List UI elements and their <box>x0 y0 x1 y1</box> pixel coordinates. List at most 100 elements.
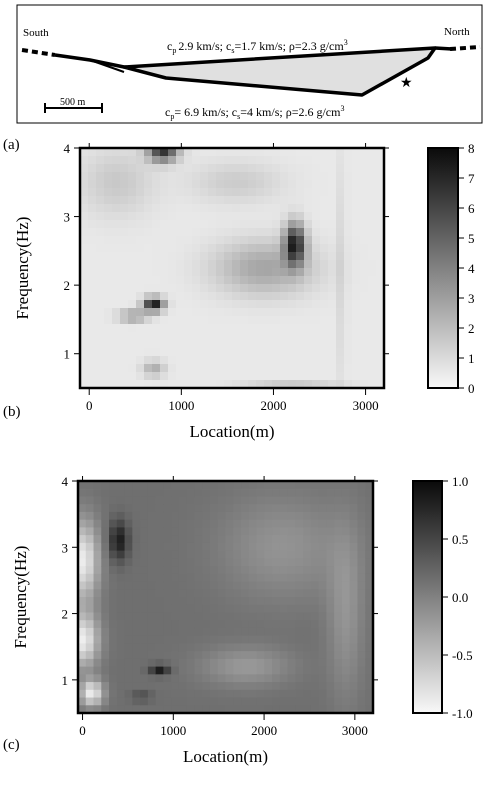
heatmap-cell <box>112 180 121 189</box>
heatmap-cell <box>341 689 351 699</box>
heatmap-cell <box>140 581 149 590</box>
heatmap-cell <box>112 196 121 205</box>
heatmap-cell <box>176 236 185 245</box>
heatmap-cell <box>93 658 102 668</box>
heatmap-cell <box>344 212 353 221</box>
heatmap-cell <box>326 481 335 490</box>
heatmap-cell <box>136 372 145 381</box>
heatmap-cell <box>310 581 320 590</box>
heatmap-cell <box>93 620 102 629</box>
heatmap-cell <box>241 674 250 683</box>
heatmap-cell <box>272 244 281 253</box>
heatmap-cell <box>78 689 87 699</box>
heatmap-cell <box>88 284 97 293</box>
heatmap-cell <box>318 581 328 590</box>
heatmap-cell <box>112 252 121 261</box>
heatmap-cell <box>120 340 129 349</box>
heatmap-cell <box>310 481 320 490</box>
heatmap-cell <box>248 519 258 528</box>
heatmap-cell <box>248 674 258 683</box>
heatmap-cell <box>357 504 366 513</box>
heatmap-cell <box>132 542 141 552</box>
heatmap-cell <box>376 172 385 181</box>
heatmap-cell <box>303 542 312 552</box>
heatmap-cell <box>357 697 366 706</box>
heatmap-cell <box>144 284 153 293</box>
heatmap-cell <box>171 496 180 505</box>
heatmap-cell <box>310 589 320 598</box>
heatmap-cell <box>368 212 377 221</box>
heatmap-cell <box>240 380 249 389</box>
heatmap-cell <box>233 589 242 598</box>
heatmap-cell <box>256 260 265 269</box>
heatmap-cell <box>328 228 337 237</box>
heatmap-cell <box>240 308 249 317</box>
heatmap-cell <box>240 324 249 333</box>
heatmap-cell <box>248 180 257 189</box>
heatmap-cell <box>344 228 353 237</box>
heatmap-cell <box>112 212 121 221</box>
plot-frame-c <box>76 479 375 715</box>
heatmap-cell <box>352 372 361 381</box>
heatmap-cell <box>326 674 335 683</box>
heatmap-cell <box>352 356 361 365</box>
heatmap-cell <box>365 635 374 644</box>
heatmap-cell <box>303 550 312 559</box>
heatmap-cell <box>349 666 359 675</box>
heatmap-cell <box>217 566 227 575</box>
heatmap-cell <box>326 597 335 606</box>
heatmap-cell <box>233 488 242 498</box>
heatmap-cell <box>336 244 345 253</box>
heatmap-cell <box>264 276 273 285</box>
heatmap-cell <box>336 188 345 197</box>
heatmap-cell <box>200 220 209 229</box>
heatmap-cell <box>208 308 217 317</box>
heatmap-cell <box>233 535 242 544</box>
heatmap-cell <box>163 573 172 583</box>
heatmap-cell <box>171 682 180 691</box>
heatmap-cell <box>264 268 273 277</box>
heatmap-cell <box>144 380 153 389</box>
heatmap-cell <box>96 356 105 365</box>
heatmap-cell <box>136 292 145 301</box>
heatmap-cell <box>202 550 211 559</box>
heatmap-cell <box>116 635 126 644</box>
heatmap-cell <box>360 364 369 373</box>
heatmap-cell <box>295 635 304 644</box>
heatmap-cell <box>176 292 185 301</box>
heatmap-cell <box>178 527 188 536</box>
heatmap-cell <box>233 697 242 706</box>
heatmap-cell <box>155 689 164 699</box>
heatmap-cell <box>232 276 241 285</box>
heatmap-cell <box>318 635 328 644</box>
heatmap-cell <box>160 252 169 261</box>
heatmap-cell <box>264 316 273 325</box>
heatmap-cell <box>357 527 366 536</box>
heatmap-cell <box>264 260 273 269</box>
heatmap-cell <box>241 527 250 536</box>
heatmap-cell <box>112 220 121 229</box>
heatmap-cell <box>78 496 87 505</box>
north-label: North <box>444 26 470 38</box>
heatmap-cell <box>248 705 258 714</box>
heatmap-cell <box>147 511 157 521</box>
heatmap-cell <box>101 481 110 490</box>
heatmap-cell <box>225 511 234 521</box>
heatmap-cell <box>140 612 149 621</box>
heatmap-cell <box>171 581 180 590</box>
heatmap-cell <box>318 566 328 575</box>
heatmap-cell <box>200 340 209 349</box>
heatmap-cell <box>336 332 345 341</box>
heatmap-cell <box>184 332 193 341</box>
heatmap-cell <box>328 276 337 285</box>
heatmap-cell <box>241 651 250 660</box>
heatmap-cell <box>85 674 95 683</box>
heatmap-cell <box>365 488 374 498</box>
heatmap-cell <box>336 212 345 221</box>
heatmap-cell <box>326 620 335 629</box>
heatmap-cell <box>128 148 137 157</box>
heatmap-cell <box>272 316 281 325</box>
heatmap-cell <box>225 488 234 498</box>
basin-body <box>122 46 437 97</box>
